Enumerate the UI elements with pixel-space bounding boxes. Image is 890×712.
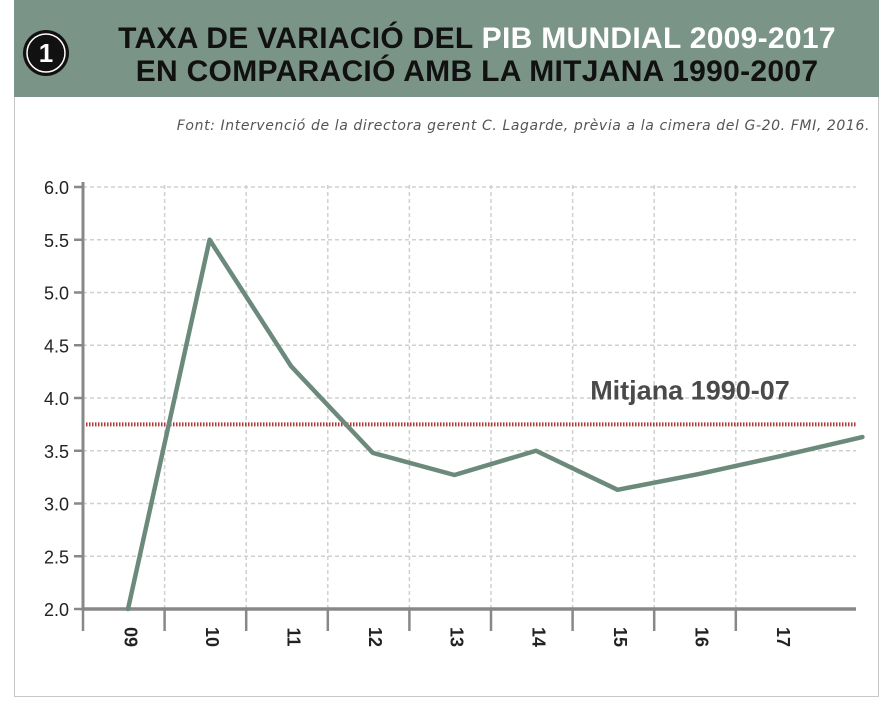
chart-frame	[14, 0, 879, 697]
y-tick-label: 3.5	[44, 442, 69, 462]
header-bar	[14, 0, 879, 97]
y-tick-label: 2.0	[44, 600, 69, 620]
title-line-1-prefix: TAXA DE VARIACIÓ DEL	[118, 22, 482, 55]
x-tick-label: 16	[691, 627, 711, 647]
number-badge-icon: 1	[23, 30, 69, 76]
average-line-label: Mitjana 1990-07	[590, 375, 790, 405]
x-tick-label: 13	[447, 627, 467, 647]
y-tick-label: 4.0	[44, 389, 69, 409]
x-tick-label: 10	[202, 627, 222, 647]
y-tick-label: 5.0	[44, 284, 69, 304]
axis-layer	[74, 182, 856, 631]
title-line-1: TAXA DE VARIACIÓ DEL PIB MUNDIAL 2009-20…	[82, 22, 872, 55]
x-tick-label: 11	[283, 627, 303, 646]
source-note: Font: Intervenció de la directora gerent…	[176, 118, 870, 134]
y-tick-label: 4.5	[44, 336, 69, 356]
x-tick-label: 09	[120, 627, 140, 647]
label-layer: 2.0 2.5 3.0 3.5 4.0 4.5 5.0 5.5 6.0 Mitjana 1990-…	[44, 178, 793, 647]
series-line	[125, 237, 865, 612]
y-tick-label: 3.0	[44, 495, 69, 515]
series-layer	[125, 237, 865, 612]
y-tick-label: 5.5	[44, 231, 69, 251]
badge-number: 1	[39, 38, 53, 68]
x-tick-label: 14	[528, 627, 548, 647]
x-tick-label: 12	[365, 627, 385, 647]
y-tick-label: 6.0	[44, 178, 69, 198]
y-tick-label: 2.5	[44, 547, 69, 567]
title-line-2: EN COMPARACIÓ AMB LA MITJANA 1990-2007	[135, 55, 819, 88]
x-tick-label: 15	[610, 627, 630, 647]
title-line-1-highlight: PIB MUNDIAL 2009-2017	[481, 22, 836, 55]
grid-layer	[83, 185, 856, 609]
chart-title: TAXA DE VARIACIÓ DEL PIB MUNDIAL 2009-20…	[82, 22, 872, 88]
x-tick-label: 17	[773, 627, 793, 647]
